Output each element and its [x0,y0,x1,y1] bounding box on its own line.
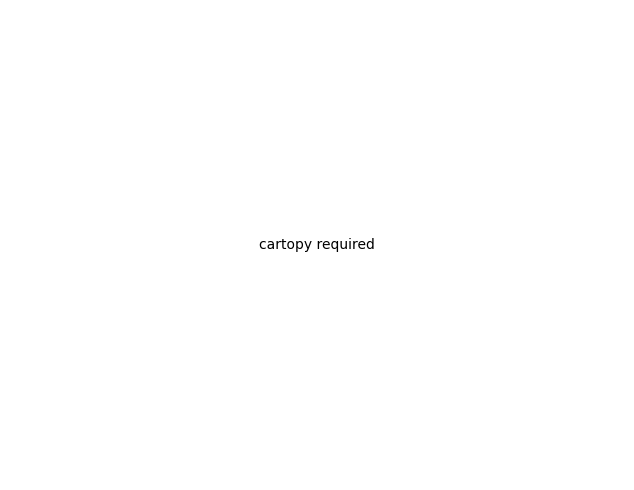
Text: cartopy required: cartopy required [259,238,375,252]
